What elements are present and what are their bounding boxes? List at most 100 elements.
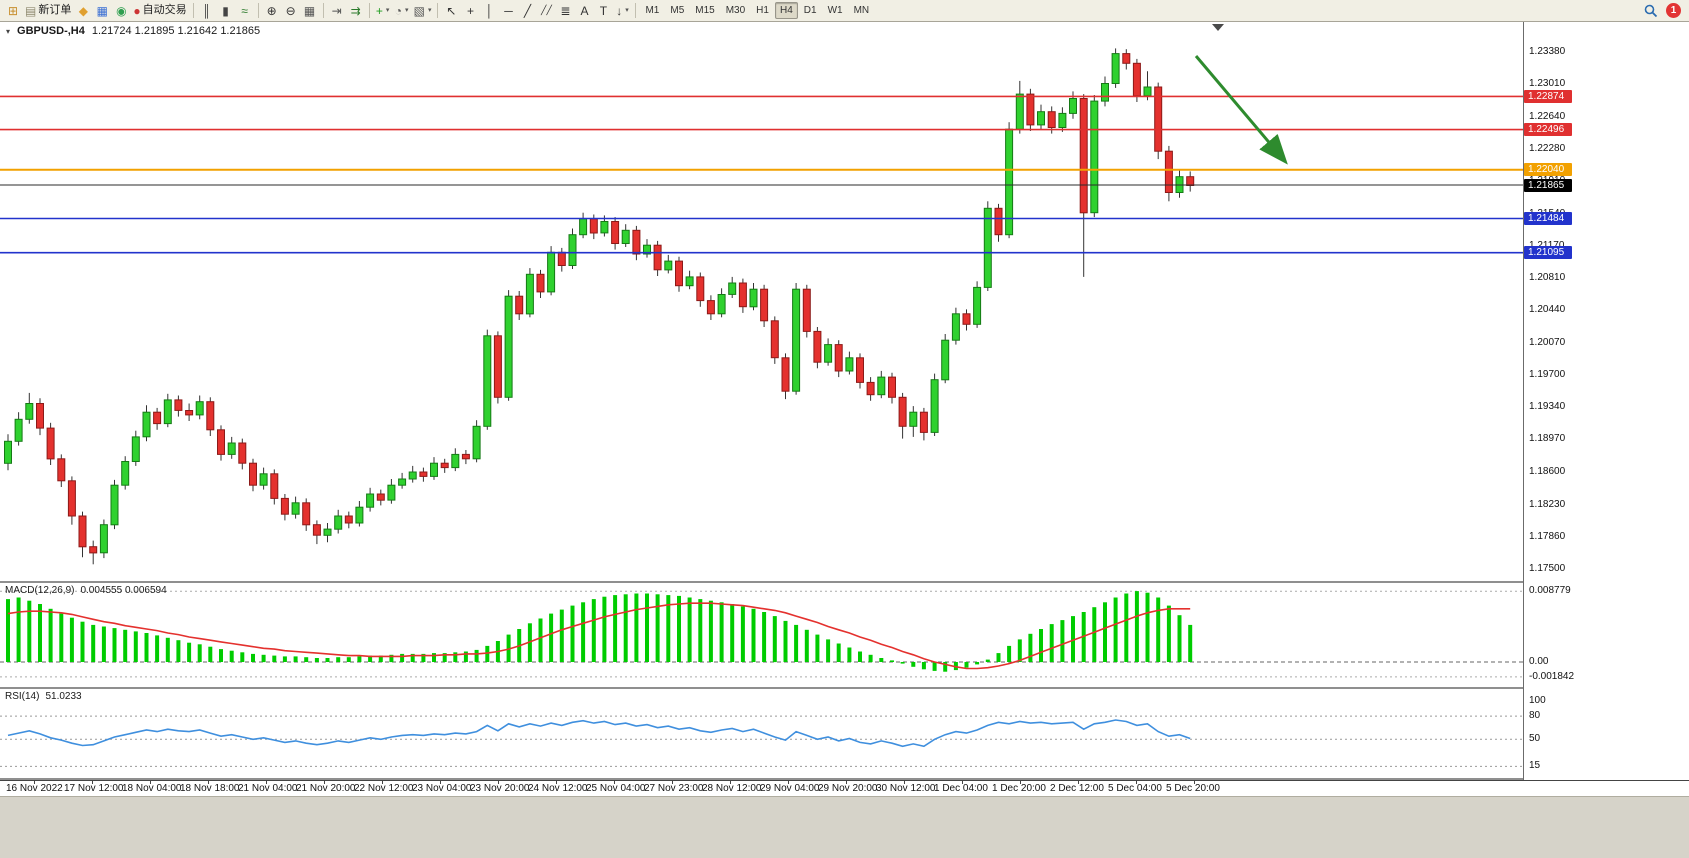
metaquotes-button[interactable]: ◆ [74, 2, 92, 20]
rsi-axis-label: 100 [1529, 694, 1546, 706]
time-axis[interactable]: 16 Nov 2022 17 Nov 12:00 18 Nov 04:00 18 No… [0, 780, 1689, 796]
search-icon[interactable] [1642, 2, 1660, 20]
auto-scroll-button[interactable]: ⇉ [347, 2, 365, 20]
toolbar-buttons: ⊞ ▤ 新订单 ◆ ▦ ◉ ● 自动交易 ║ ▮ ≈ ⊕ ⊖ ▦ ⇥ ⇉ + ▾ ◔ ▾ ▧ ▾ ↖ + │ ─ ╱ ╱╱ ≣ A T ↓ ▾ [4, 2, 639, 20]
time-axis-label: 17 Nov 12:00 [64, 783, 124, 794]
time-axis-label: 5 Dec 20:00 [1166, 783, 1220, 794]
time-axis-label: 28 Nov 12:00 [702, 783, 762, 794]
timeframe-m5-button[interactable]: M5 [670, 5, 685, 16]
vertical-line-tool-button[interactable]: │ [480, 2, 498, 20]
time-tick [1020, 781, 1021, 784]
timeframe-m1-button[interactable]: M1 [645, 5, 660, 16]
text-tool-button[interactable]: A [575, 2, 593, 20]
time-axis-label: 29 Nov 20:00 [818, 783, 878, 794]
price-axis-label: 1.19700 [1529, 369, 1566, 381]
rsi-axis-label: 50 [1529, 733, 1541, 745]
price-axis-label: 1.20810 [1529, 271, 1566, 283]
price-axis-label: 1.18600 [1529, 466, 1566, 477]
templates-button[interactable]: ▧ ▾ [412, 2, 434, 20]
panel-separator[interactable] [0, 687, 1689, 689]
line-chart-type-button[interactable]: ≈ [236, 2, 254, 20]
price-axis-label: 1.21170 [1529, 241, 1564, 251]
candlestick-chart-type-button[interactable]: ▮ [217, 2, 235, 20]
periods-button[interactable]: ◔ ▾ [393, 2, 411, 20]
arrows-tool-button[interactable]: ↓ ▾ [613, 2, 631, 20]
macd-name: MACD(12,26,9) [5, 585, 75, 596]
panel-separator[interactable] [0, 581, 1689, 583]
chevron-down-icon: ▾ [427, 7, 432, 14]
time-tick [672, 781, 673, 784]
vertical-line-tool-icon: │ [485, 3, 494, 18]
indicators-button[interactable]: + ▾ [374, 2, 392, 20]
ohlc-values: 1.21724 1.21895 1.21642 1.21865 [91, 25, 261, 37]
horizontal-line-tool-button[interactable]: ─ [499, 2, 517, 20]
new-order-button[interactable]: ▤ 新订单 [23, 2, 73, 20]
cursor-icon: ↖ [446, 3, 457, 18]
toolbar-separator [635, 3, 637, 18]
chart-shift-marker[interactable] [1212, 24, 1224, 31]
macd-axis-label: 0.008779 [1529, 585, 1571, 597]
community-button[interactable]: ◉ [112, 2, 130, 20]
time-axis-label: 22 Nov 12:00 [354, 783, 414, 794]
price-badge: 1.22040 [1524, 163, 1572, 177]
time-tick [34, 781, 35, 784]
price-axis-label: 1.23010 [1529, 78, 1566, 90]
rsi-panel[interactable] [0, 689, 1523, 778]
arrows-tool-icon: ↓ [616, 3, 623, 18]
time-tick [730, 781, 731, 784]
timeframe-w1-button[interactable]: W1 [827, 5, 843, 16]
bar-chart-type-button[interactable]: ║ [198, 2, 216, 20]
text-label-tool-button[interactable]: T [594, 2, 612, 20]
zoom-out-icon: ⊖ [285, 3, 296, 18]
price-lines-layer [0, 95, 1523, 254]
chart-shift-icon: ⇥ [331, 3, 342, 18]
price-badge: 1.21484 [1524, 212, 1572, 226]
zoom-in-icon: ⊕ [266, 3, 277, 18]
cursor-button[interactable]: ↖ [442, 2, 460, 20]
status-bar [0, 796, 1689, 858]
timeframe-h4-button[interactable]: H4 [774, 2, 798, 19]
time-axis-label: 5 Dec 04:00 [1108, 783, 1162, 794]
time-axis-label: 16 Nov 2022 [6, 783, 63, 794]
auto-trading-button[interactable]: ● 自动交易 [131, 2, 188, 20]
crosshair-icon: + [466, 3, 474, 18]
timeframe-d1-button[interactable]: D1 [803, 5, 817, 16]
price-panel[interactable] [0, 22, 1523, 581]
rsi-name: RSI(14) [5, 691, 40, 702]
price-axis[interactable]: 1.233801.230101.226401.222801.219101.215… [1523, 22, 1689, 780]
time-axis-label: 21 Nov 04:00 [238, 783, 298, 794]
time-axis-label: 1 Dec 04:00 [934, 783, 988, 794]
toolbar: ⊞ ▤ 新订单 ◆ ▦ ◉ ● 自动交易 ║ ▮ ≈ ⊕ ⊖ ▦ ⇥ ⇉ + ▾ ◔ ▾ ▧ ▾ ↖ + │ ─ ╱ ╱╱ ≣ A T ↓ ▾ … [0, 0, 1689, 22]
macd-panel[interactable] [0, 583, 1523, 687]
charts-button[interactable]: ▦ [93, 2, 111, 20]
rsi-axis-label: 15 [1529, 760, 1541, 772]
panel-separator[interactable] [0, 778, 1689, 780]
text-tool-icon: A [580, 3, 589, 18]
notification-badge[interactable]: 1 [1666, 3, 1681, 18]
timeframe-mn-button[interactable]: MN [853, 5, 870, 16]
time-tick [556, 781, 557, 784]
zoom-out-button[interactable]: ⊖ [282, 2, 300, 20]
fibonacci-tool-button[interactable]: ≣ [556, 2, 574, 20]
price-axis-label: 1.22280 [1529, 142, 1566, 154]
timeframe-m15-button[interactable]: M15 [695, 5, 715, 16]
price-axis-label: 1.17500 [1529, 562, 1566, 574]
channel-tool-button[interactable]: ╱╱ [537, 2, 555, 20]
time-axis-label: 23 Nov 04:00 [412, 783, 472, 794]
timeframe-h1-button[interactable]: H1 [756, 5, 769, 16]
chart-window: ▾ GBPUSD-,H4 1.21724 1.21895 1.21642 1.2… [0, 22, 1689, 796]
chart-shift-button[interactable]: ⇥ [328, 2, 346, 20]
time-tick [788, 781, 789, 784]
timeframe-m30-button[interactable]: M30 [725, 5, 746, 16]
time-axis-label: 27 Nov 23:00 [644, 783, 704, 794]
crosshair-button[interactable]: + [461, 2, 479, 20]
time-axis-label: 2 Dec 12:00 [1050, 783, 1104, 794]
new-chart-button[interactable]: ⊞ [4, 2, 22, 20]
tile-windows-icon: ▦ [303, 3, 316, 18]
time-tick [92, 781, 93, 784]
quick-trade-toggle-icon[interactable]: ▾ [6, 26, 11, 36]
tile-windows-button[interactable]: ▦ [301, 2, 319, 20]
trendline-tool-button[interactable]: ╱ [518, 2, 536, 20]
zoom-in-button[interactable]: ⊕ [263, 2, 281, 20]
time-tick [208, 781, 209, 784]
